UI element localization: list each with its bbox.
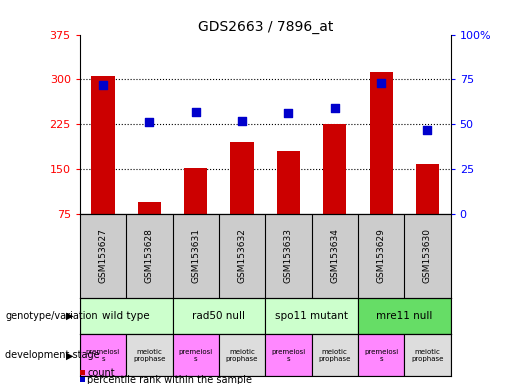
Text: rad50 null: rad50 null: [193, 311, 245, 321]
Text: development stage: development stage: [5, 350, 100, 360]
Text: mre11 null: mre11 null: [376, 311, 433, 321]
Text: meiotic
prophase: meiotic prophase: [411, 349, 443, 362]
Text: meiotic
prophase: meiotic prophase: [226, 349, 258, 362]
Bar: [416, 164, 439, 214]
Text: genotype/variation: genotype/variation: [5, 311, 98, 321]
Bar: [265, 334, 312, 376]
Text: spo11 mutant: spo11 mutant: [275, 311, 348, 321]
Text: GSM153628: GSM153628: [145, 228, 154, 283]
Bar: [369, 72, 392, 214]
Bar: [231, 142, 253, 214]
Text: meiotic
prophase: meiotic prophase: [133, 349, 165, 362]
Bar: [184, 168, 207, 214]
Point: [377, 80, 385, 86]
Point: [423, 126, 432, 132]
Point: [99, 82, 107, 88]
Bar: [358, 298, 451, 334]
Point: [284, 110, 293, 116]
Bar: [80, 298, 173, 334]
Text: wild type: wild type: [102, 311, 150, 321]
Text: GSM153629: GSM153629: [376, 228, 386, 283]
Bar: [173, 334, 219, 376]
Text: GSM153631: GSM153631: [191, 228, 200, 283]
Bar: [138, 202, 161, 214]
Point: [238, 118, 246, 124]
Bar: [173, 298, 265, 334]
Text: premeiosi
s: premeiosi s: [271, 349, 305, 362]
Point: [192, 109, 200, 115]
Text: GSM153634: GSM153634: [330, 228, 339, 283]
Bar: [277, 151, 300, 214]
Bar: [358, 334, 404, 376]
Bar: [312, 334, 358, 376]
Point: [331, 105, 339, 111]
Text: GSM153630: GSM153630: [423, 228, 432, 283]
Text: premeiosi
s: premeiosi s: [364, 349, 398, 362]
Title: GDS2663 / 7896_at: GDS2663 / 7896_at: [198, 20, 333, 33]
Text: GSM153633: GSM153633: [284, 228, 293, 283]
Text: GSM153627: GSM153627: [98, 228, 108, 283]
Bar: [219, 334, 265, 376]
Point: [145, 119, 153, 126]
Bar: [404, 334, 451, 376]
Bar: [323, 124, 346, 214]
Bar: [80, 334, 126, 376]
Text: meiotic
prophase: meiotic prophase: [319, 349, 351, 362]
Text: ▶: ▶: [66, 311, 73, 321]
Text: ▶: ▶: [66, 350, 73, 360]
Bar: [126, 334, 173, 376]
Bar: [92, 76, 114, 214]
Text: count: count: [87, 367, 115, 378]
Text: premeiosi
s: premeiosi s: [179, 349, 213, 362]
Text: GSM153632: GSM153632: [237, 228, 247, 283]
Text: percentile rank within the sample: percentile rank within the sample: [87, 374, 252, 384]
Bar: [265, 298, 358, 334]
Text: premeiosi
s: premeiosi s: [86, 349, 120, 362]
